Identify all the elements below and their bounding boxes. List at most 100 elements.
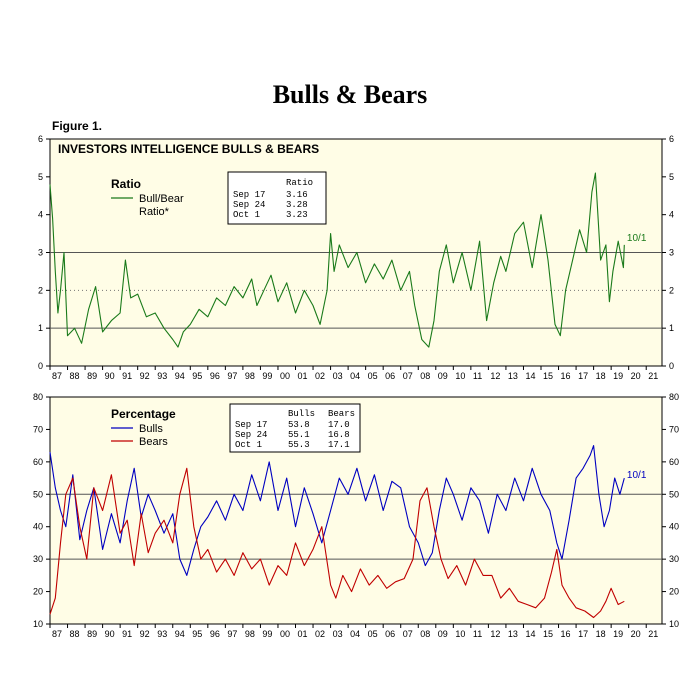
legend-title: Ratio: [111, 177, 141, 191]
x-tick-label: 09: [438, 371, 448, 381]
x-tick-label: 03: [333, 371, 343, 381]
x-tick-label: 93: [157, 371, 167, 381]
chart-title: INVESTORS INTELLIGENCE BULLS & BEARS: [58, 142, 319, 156]
x-tick-label: 94: [175, 629, 185, 639]
x-tick-label: 17: [578, 371, 588, 381]
x-tick-label: 87: [52, 371, 62, 381]
x-tick-label: 15: [543, 629, 553, 639]
x-tick-label: 96: [210, 371, 220, 381]
x-tick-label: 88: [70, 371, 80, 381]
x-tick-label: 12: [490, 629, 500, 639]
y-tick-label: 10: [669, 619, 679, 629]
x-tick-label: 07: [403, 629, 413, 639]
x-tick-label: 18: [596, 371, 606, 381]
y-tick-label: 70: [33, 424, 43, 434]
table-date: Sep 17: [233, 190, 265, 200]
legend-entry: Ratio*: [139, 206, 170, 218]
x-tick-label: 15: [543, 371, 553, 381]
y-tick-label: 30: [33, 554, 43, 564]
y-tick-label: 4: [38, 210, 43, 220]
x-tick-label: 16: [561, 371, 571, 381]
y-tick-label: 2: [38, 285, 43, 295]
y-tick-label: 1: [669, 323, 674, 333]
x-tick-label: 03: [333, 629, 343, 639]
x-tick-label: 08: [420, 371, 430, 381]
x-tick-label: 91: [122, 629, 132, 639]
x-tick-label: 14: [525, 629, 535, 639]
x-tick-label: 91: [122, 371, 132, 381]
x-tick-label: 20: [631, 629, 641, 639]
table-date: Sep 24: [235, 430, 267, 440]
x-tick-label: 13: [508, 629, 518, 639]
table-date: Sep 17: [235, 420, 267, 430]
data-table-box: [227, 171, 327, 225]
x-tick-label: 20: [631, 371, 641, 381]
x-tick-label: 99: [262, 371, 272, 381]
page-title: Bulls & Bears: [272, 80, 428, 109]
table-value: 3.16: [286, 190, 308, 200]
y-tick-label: 4: [669, 210, 674, 220]
x-tick-label: 95: [192, 371, 202, 381]
legend-entry: Bears: [139, 436, 168, 448]
y-tick-label: 10: [33, 619, 43, 629]
y-tick-label: 40: [669, 522, 679, 532]
x-tick-label: 01: [298, 629, 308, 639]
x-tick-label: 10: [455, 371, 465, 381]
legend-entry: Bulls: [139, 423, 163, 435]
x-tick-label: 92: [140, 629, 150, 639]
y-tick-label: 60: [669, 457, 679, 467]
x-tick-label: 89: [87, 371, 97, 381]
x-tick-label: 18: [596, 629, 606, 639]
x-tick-label: 16: [561, 629, 571, 639]
x-tick-label: 97: [227, 371, 237, 381]
table-value: 3.28: [286, 200, 308, 210]
table-header: Ratio: [286, 178, 313, 188]
y-tick-label: 5: [38, 172, 43, 182]
x-tick-label: 94: [175, 371, 185, 381]
y-tick-label: 80: [669, 392, 679, 402]
x-tick-label: 09: [438, 629, 448, 639]
x-tick-label: 02: [315, 629, 325, 639]
x-tick-label: 88: [70, 629, 80, 639]
table-value: 16.8: [328, 430, 350, 440]
y-tick-label: 6: [38, 134, 43, 144]
y-tick-label: 3: [669, 248, 674, 258]
table-value: 17.1: [328, 440, 350, 450]
x-tick-label: 98: [245, 371, 255, 381]
x-tick-label: 04: [350, 629, 360, 639]
x-tick-label: 97: [227, 629, 237, 639]
table-date: Oct 1: [235, 440, 262, 450]
y-tick-label: 20: [33, 587, 43, 597]
x-tick-label: 89: [87, 629, 97, 639]
table-date: Sep 24: [233, 200, 265, 210]
y-tick-label: 2: [669, 285, 674, 295]
table-header: Bulls: [288, 409, 315, 419]
x-tick-label: 14: [525, 371, 535, 381]
x-tick-label: 92: [140, 371, 150, 381]
x-tick-label: 19: [613, 629, 623, 639]
table-header: Bears: [328, 409, 355, 419]
y-tick-label: 40: [33, 522, 43, 532]
y-tick-label: 70: [669, 424, 679, 434]
x-tick-label: 07: [403, 371, 413, 381]
x-tick-label: 17: [578, 629, 588, 639]
x-tick-label: 93: [157, 629, 167, 639]
x-tick-label: 90: [105, 371, 115, 381]
y-tick-label: 0: [669, 361, 674, 371]
x-tick-label: 06: [385, 629, 395, 639]
x-tick-label: 10: [455, 629, 465, 639]
x-tick-label: 11: [473, 629, 482, 639]
x-tick-label: 04: [350, 371, 360, 381]
x-tick-label: 99: [262, 629, 272, 639]
series-line-bears: [49, 467, 625, 619]
x-tick-label: 05: [368, 629, 378, 639]
y-tick-label: 3: [38, 248, 43, 258]
y-tick-label: 1: [38, 323, 43, 333]
series-line-bulls: [49, 445, 625, 576]
x-tick-label: 11: [473, 371, 482, 381]
y-tick-label: 50: [669, 489, 679, 499]
y-tick-label: 20: [669, 587, 679, 597]
y-tick-label: 30: [669, 554, 679, 564]
x-tick-label: 06: [385, 371, 395, 381]
